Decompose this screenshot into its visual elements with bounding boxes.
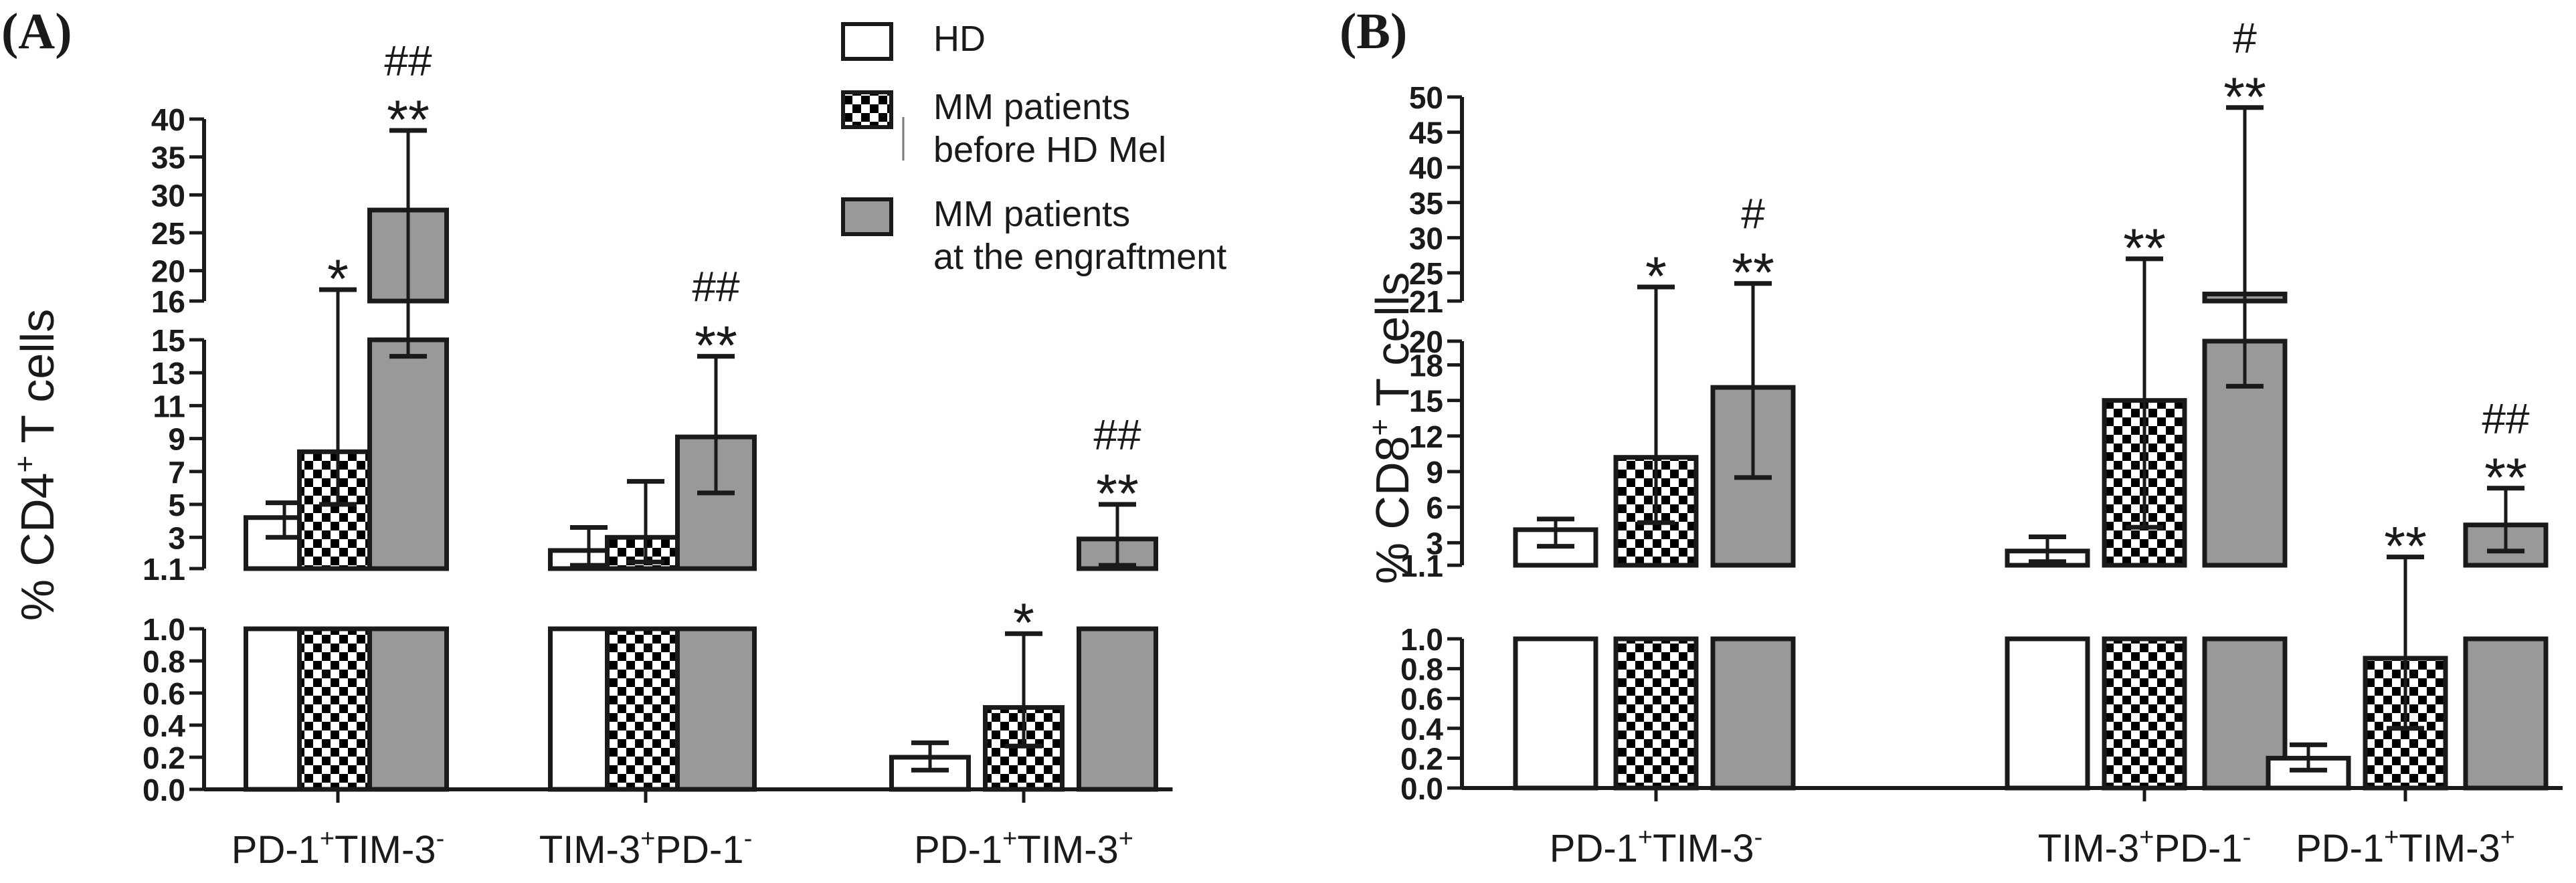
y-tick-label: 40 <box>151 102 185 137</box>
y-tick-label: 13 <box>151 356 185 391</box>
chart-panel-a: (A)% CD4+ T cells0.00.20.40.60.81.01.135… <box>1 3 1173 872</box>
y-tick-label: 0.4 <box>1400 712 1443 747</box>
significance-mark: * <box>1013 593 1034 654</box>
bar-mm_after <box>1077 626 1158 792</box>
significance-mark: ** <box>387 90 430 151</box>
bar-hd <box>1513 636 1598 791</box>
legend-swatch-mm_after <box>841 197 893 236</box>
y-tick-label: 0.0 <box>143 773 185 807</box>
y-tick-label: 1.1 <box>143 552 185 587</box>
significance-mark: ** <box>2223 67 2266 128</box>
y-tick-label: 0.6 <box>1400 682 1443 716</box>
x-category-label: PD-1+TIM-3+ <box>914 825 1133 872</box>
y-tick-label: 35 <box>1409 186 1443 221</box>
x-category-label: PD-1+TIM-3- <box>1550 823 1762 870</box>
y-tick-label: 0.0 <box>1400 771 1443 806</box>
significance-mark: ** <box>2384 516 2427 577</box>
y-tick-label: 0.8 <box>143 644 185 679</box>
significance-mark: # <box>1741 190 1765 238</box>
y-tick-label: 20 <box>151 254 185 289</box>
bar-mm_before <box>2102 636 2187 791</box>
y-tick-label: 3 <box>1426 526 1443 561</box>
y-tick-label: 12 <box>1409 419 1443 454</box>
y-tick-label: 1.0 <box>1400 622 1443 657</box>
y-tick-label: 45 <box>1409 116 1443 151</box>
significance-mark: * <box>1645 246 1667 307</box>
y-tick-label: 35 <box>151 140 185 175</box>
significance-mark: ** <box>2123 218 2166 279</box>
y-axis-label: % CD8+ T cells <box>1364 272 1418 585</box>
y-tick-label: 7 <box>168 455 185 490</box>
y-tick-label: 0.2 <box>1400 741 1443 776</box>
bar-mm_before <box>297 626 379 792</box>
y-tick-label: 25 <box>1409 256 1443 291</box>
x-category-label: TIM-3+PD-1- <box>539 825 752 872</box>
y-tick-label: 0.4 <box>143 708 185 743</box>
bar-mm_after <box>367 626 449 792</box>
significance-mark: ** <box>1732 243 1774 304</box>
y-tick-label: 30 <box>151 178 185 213</box>
x-category-label: PD-1+TIM-3- <box>232 825 444 872</box>
legend-label: MM patients <box>933 194 1130 234</box>
significance-mark: ** <box>2484 448 2527 508</box>
y-tick-label: 9 <box>1426 455 1443 490</box>
y-tick-label: 25 <box>151 216 185 251</box>
y-tick-label: 0.8 <box>1400 652 1443 687</box>
bar-mm_before <box>605 626 686 792</box>
y-tick-label: 40 <box>1409 151 1443 185</box>
significance-mark: ** <box>1096 464 1139 524</box>
y-tick-label: 3 <box>168 520 185 555</box>
y-tick-label: 50 <box>1409 80 1443 115</box>
legend-label: HD <box>933 19 986 59</box>
y-tick-label: 16 <box>151 284 185 319</box>
significance-mark: ## <box>692 263 740 311</box>
significance-mark: ## <box>1093 411 1141 459</box>
significance-mark: ## <box>2482 395 2530 443</box>
y-tick-label: 1.0 <box>143 612 185 647</box>
legend-label: at the engraftment <box>933 237 1226 277</box>
y-tick-label: 6 <box>1426 490 1443 525</box>
chart-panel-b: (B) % CD8+ T cells 0.00.20.40.60.81.0 1.136… <box>1340 3 2563 870</box>
y-tick-label: 11 <box>153 389 185 423</box>
x-category-label: PD-1+TIM-3+ <box>2296 823 2515 870</box>
y-tick-label: 18 <box>1409 348 1443 383</box>
bar-mm_after <box>2463 636 2549 791</box>
y-tick-label: 0.6 <box>143 676 185 711</box>
y-tick-label: 5 <box>168 488 185 522</box>
bar-mm_after <box>675 626 757 792</box>
bar-hd <box>2266 755 2351 791</box>
bar-hd <box>2005 636 2090 791</box>
y-tick-label: 15 <box>1409 384 1443 419</box>
y-tick-label: 9 <box>168 422 185 457</box>
bar-mm_after <box>1710 636 1796 791</box>
y-axis-label: % CD4+ T cells <box>9 309 64 621</box>
significance-mark: ** <box>695 316 737 377</box>
y-tick-label: 20 <box>1409 324 1443 359</box>
x-category-label: TIM-3+PD-1- <box>2038 823 2251 870</box>
y-tick-label: 0.2 <box>143 741 185 775</box>
y-tick-label: 30 <box>1409 221 1443 256</box>
significance-mark: # <box>2233 14 2257 62</box>
legend-label: MM patients <box>933 87 1130 127</box>
y-tick-label: 1.1 <box>1400 549 1443 583</box>
y-tick-label: 21 <box>1409 284 1443 319</box>
legend-label: before HD Mel <box>933 130 1166 170</box>
significance-mark: * <box>327 249 349 310</box>
legend-swatch-mm_before <box>841 90 893 129</box>
panel-label: (B) <box>1340 3 1407 60</box>
panel-label: (A) <box>1 3 72 60</box>
y-tick-label: 15 <box>151 323 185 358</box>
bar-mm_before <box>1613 636 1699 791</box>
significance-mark: ## <box>384 37 432 85</box>
legend-swatch-hd <box>841 22 893 61</box>
bar-mm_after <box>367 337 449 571</box>
